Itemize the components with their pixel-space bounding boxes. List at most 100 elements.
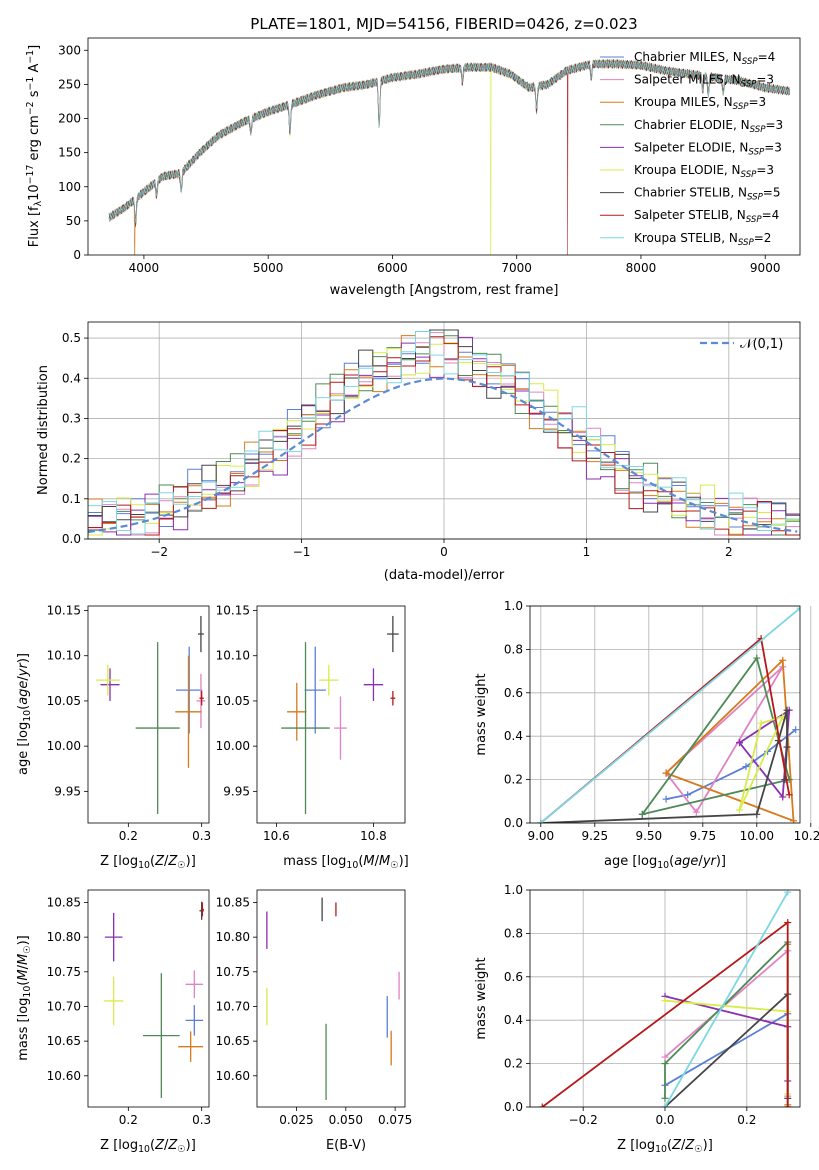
x-tick-label: 0 [440,545,448,559]
axes-frame [87,605,210,824]
y-tick-label: 10.60 [47,1069,81,1083]
y-tick-label: 0.2 [62,452,81,466]
legend-label: Kroupa ELODIE, NSSP=3 [634,163,774,180]
weight-line [540,607,800,823]
y-tick-label: 0.0 [62,532,81,546]
legend-label: Chabrier ELODIE, NSSP=3 [634,118,783,135]
x-tick-label: 0.050 [329,1113,363,1127]
residual-histogram-panel: −2 −1 0 1 2 0.0 0.1 0.2 0.3 0.4 0.5 (data-model)/er… [36,321,801,583]
y-tick-label: 0.6 [504,970,523,984]
y-tick-label: 10.60 [216,1069,250,1083]
x-tick-label: 9.25 [581,829,608,843]
x-tick-label: 8000 [626,261,657,275]
legend-label: Chabrier MILES, NSSP=4 [634,50,775,67]
plot-area [104,901,204,1098]
y-tick-label: 10.75 [216,965,250,979]
y-tick-label: 0.3 [62,411,81,425]
y-tick-label: 1.0 [504,599,523,613]
x-tick-label: 0.2 [119,1113,138,1127]
y-tick-label: 0.4 [504,729,523,743]
x-axis-label: Z [log10(Z/Z☉)] [100,854,196,871]
y-axis-label: age [log10(age/yr)] [16,653,33,775]
weight-line [540,709,788,823]
x-axis-label: E(B-V) [326,1138,366,1153]
x-tick-label: 6000 [377,261,408,275]
x-tick-label: 10.25 [794,829,819,843]
spectrum-panel: 4000 5000 6000 7000 8000 9000 0 50 100 150 200 250 3… [25,15,801,298]
axes-frame [87,37,801,256]
y-axis-label: mass weight [474,673,489,755]
plot-area [538,890,792,1107]
x-tick-label: 10.00 [740,829,774,843]
x-tick-label: 0.3 [192,829,211,843]
y-tick-label: 10.00 [216,739,250,753]
y-axis-label: mass [log10(M/M☉)] [16,935,33,1061]
y-tick-label: 200 [58,112,81,126]
legend-label: Salpeter STELIB, NSSP=4 [634,208,779,225]
plot-area [266,897,400,1101]
legend-label: Kroupa STELIB, NSSP=2 [634,231,771,248]
plot-area [96,615,206,814]
x-tick-label: 0.0 [655,1113,674,1127]
x-axis-label: (data-model)/error [384,568,505,583]
axes-frame [256,605,406,824]
y-tick-label: 150 [58,146,81,160]
y-tick-label: 10.70 [216,999,250,1013]
legend-label: Salpeter MILES, NSSP=3 [634,73,774,90]
chart-title: PLATE=1801, MJD=54156, FIBERID=0426, z=0… [250,15,637,33]
y-tick-label: 10.10 [216,649,250,663]
axes-frame [529,605,801,824]
y-tick-label: 250 [58,77,81,91]
x-tick-label: 9.50 [635,829,662,843]
y-tick-label: 10.85 [216,895,250,909]
y-tick-label: 0.6 [504,686,523,700]
x-tick-label: 0.3 [192,1113,211,1127]
mass-weight-vs-metallicity-panel: −0.2 0.0 0.2 0.0 0.2 0.4 0.6 0.8 1.0 mass weight Z… [474,883,801,1155]
y-tick-label: 10.80 [216,930,250,944]
weight-line [738,715,785,811]
x-tick-label: 10.8 [360,829,387,843]
y-tick-label: 0.1 [62,492,81,506]
y-tick-label: 10.85 [47,895,81,909]
y-tick-label: 0 [73,248,81,262]
y-tick-label: 10.05 [216,694,250,708]
x-tick-label: 9.00 [527,829,554,843]
y-tick-label: 0.8 [504,642,523,656]
y-tick-label: 0.4 [504,1013,523,1027]
x-tick-label: 1 [583,545,591,559]
y-tick-label: 10.70 [47,999,81,1013]
x-tick-label: −1 [293,545,311,559]
y-axis-label: mass weight [474,957,489,1039]
y-tick-label: 10.65 [47,1034,81,1048]
x-tick-label: 5000 [253,261,284,275]
x-tick-label: 4000 [129,261,160,275]
y-tick-label: 1.0 [504,883,523,897]
y-tick-label: 9.95 [54,784,81,798]
legend-label: Kroupa MILES, NSSP=3 [634,95,766,112]
y-tick-label: 10.75 [47,965,81,979]
y-tick-label: 0.2 [504,773,523,787]
x-tick-label: −0.2 [569,1113,598,1127]
y-tick-label: 10.15 [216,604,250,618]
y-tick-label: 10.10 [47,649,81,663]
x-tick-label: 9000 [750,261,781,275]
y-tick-label: 9.95 [223,784,250,798]
histogram-step [88,331,800,535]
age-vs-mass-panel: 10.6 10.8 9.95 10.00 10.05 10.10 10.15 mass [lo… [216,604,409,871]
weight-line [665,658,795,823]
x-axis-label: Z [log10(Z/Z☉)] [100,1138,196,1155]
plot-area [281,615,399,814]
y-tick-label: 10.00 [47,739,81,753]
y-tick-label: 0.5 [62,331,81,345]
plot-area [108,59,791,255]
x-tick-label: 0.025 [279,1113,313,1127]
legend-label: Chabrier STELIB, NSSP=5 [634,186,781,203]
y-tick-label: 50 [66,214,81,228]
x-tick-label: 9.75 [689,829,716,843]
normal-curve [88,377,798,534]
legend-label: Salpeter ELODIE, NSSP=3 [634,140,782,157]
x-axis-label: wavelength [Angstrom, rest frame] [330,283,559,298]
x-axis-label: age [log10(age/yr)] [604,854,726,871]
legend-label: 𝒩(0,1) [740,337,783,352]
axes-frame [256,889,406,1108]
